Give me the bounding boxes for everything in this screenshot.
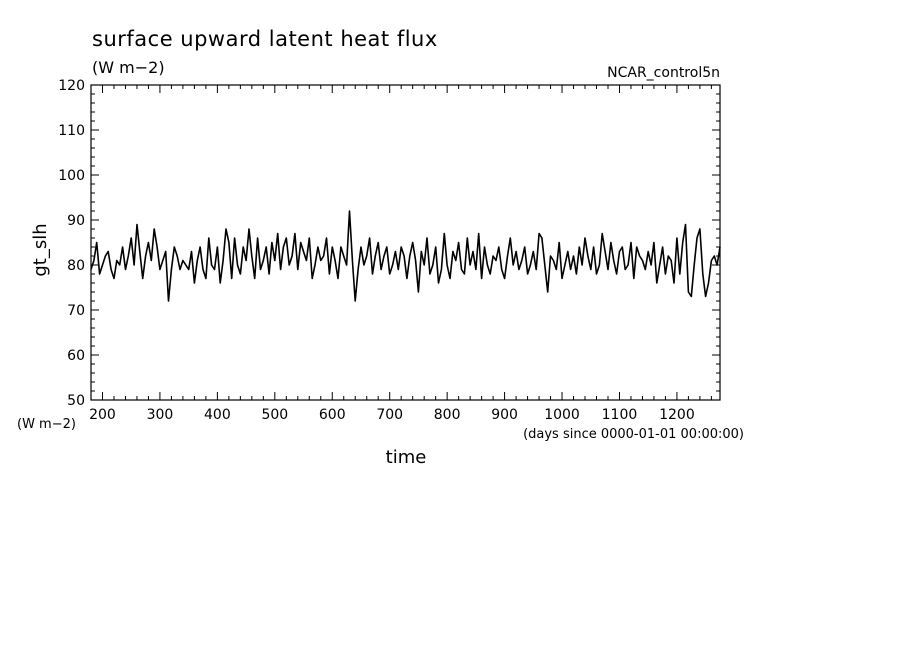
y-tick-label: 90 xyxy=(67,213,85,229)
chart-subtitle: (W m−2) xyxy=(92,58,165,77)
y-tick-label: 80 xyxy=(67,258,85,274)
x-axis-units: (days since 0000-01-01 00:00:00) xyxy=(523,427,744,442)
run-label: NCAR_control5n xyxy=(607,65,720,81)
x-tick-label: 1200 xyxy=(659,407,695,423)
x-tick-label: 600 xyxy=(319,407,346,423)
x-tick-label: 300 xyxy=(147,407,174,423)
x-tick-label: 900 xyxy=(491,407,518,423)
x-tick-label: 400 xyxy=(204,407,231,423)
y-axis-title: gt_slh xyxy=(30,223,51,276)
x-tick-label: 1000 xyxy=(544,407,580,423)
y-axis-units: (W m−2) xyxy=(17,417,76,432)
x-tick-label: 700 xyxy=(376,407,403,423)
y-tick-label: 100 xyxy=(58,168,85,184)
plot-frame xyxy=(90,84,721,401)
plot-area: 50 60 70 80 90 100 110 120 200 300 400 500 600 700 80… xyxy=(58,78,721,423)
x-axis-title: time xyxy=(386,447,427,468)
x-tick-label: 200 xyxy=(89,407,116,423)
x-tick-label: 500 xyxy=(261,407,288,423)
series-line xyxy=(90,210,721,302)
y-tick-label: 50 xyxy=(67,393,85,409)
x-tick-label: 800 xyxy=(434,407,461,423)
x-axis-ticks: 200 300 400 500 600 700 800 900 1000 1100 1200 xyxy=(89,85,712,423)
y-axis-ticks: 50 60 70 80 90 100 110 120 xyxy=(58,78,720,409)
y-tick-label: 60 xyxy=(67,348,85,364)
y-tick-label: 120 xyxy=(58,78,85,94)
y-tick-label: 110 xyxy=(58,123,85,139)
y-tick-label: 70 xyxy=(67,303,85,319)
series-layer xyxy=(90,210,721,302)
chart-title: surface upward latent heat flux xyxy=(92,27,438,51)
x-tick-label: 1100 xyxy=(602,407,638,423)
